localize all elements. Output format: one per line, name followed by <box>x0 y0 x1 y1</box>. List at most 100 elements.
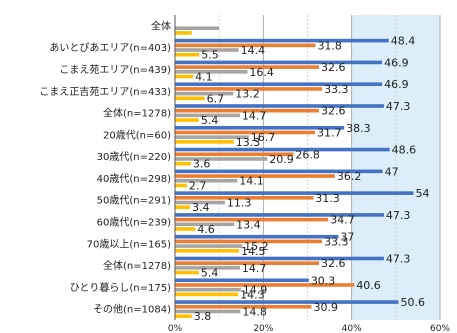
bar <box>175 261 319 265</box>
bar <box>175 283 355 287</box>
category-label: ひとり暮らし(n=175) <box>70 281 171 294</box>
bar <box>175 65 319 69</box>
value-label: 13.4 <box>236 218 261 231</box>
bar <box>175 48 239 52</box>
value-label: 5.5 <box>201 49 219 62</box>
value-label: 34.7 <box>330 214 355 227</box>
bar <box>175 52 200 57</box>
value-label: 38.3 <box>346 122 371 135</box>
bar <box>175 205 191 210</box>
bar <box>175 270 199 275</box>
value-label: 4.1 <box>195 71 213 84</box>
value-label: 47 <box>385 165 399 178</box>
category-label: 30歳代(n=220) <box>97 151 171 163</box>
value-label: 50.6 <box>400 296 425 309</box>
bar <box>175 314 192 318</box>
bar <box>175 222 235 227</box>
bar <box>175 244 243 248</box>
value-label: 37 <box>340 231 354 244</box>
bar <box>175 234 339 239</box>
bar <box>175 217 329 222</box>
bar <box>175 87 323 91</box>
bar <box>175 96 205 101</box>
bar <box>175 292 239 297</box>
bar <box>175 178 238 183</box>
value-label: 32.6 <box>321 61 346 74</box>
category-label: こまえ正吉苑エリア(n=433) <box>39 85 171 98</box>
bar <box>175 31 192 35</box>
bar <box>175 256 384 261</box>
value-label: 33.3 <box>324 235 349 248</box>
bar <box>175 130 316 135</box>
bar <box>175 169 383 174</box>
category-label: 全体 <box>151 19 171 32</box>
value-label: 2.7 <box>189 179 207 192</box>
bar <box>175 287 241 292</box>
bar <box>175 227 196 231</box>
value-label: 14.9 <box>243 284 268 297</box>
value-label: 5.4 <box>201 114 219 127</box>
category-label: 60歳代(n=239) <box>97 216 171 228</box>
value-label: 16.4 <box>249 66 274 79</box>
value-label: 40.6 <box>356 279 381 292</box>
value-label: 6.7 <box>207 92 225 105</box>
value-label: 47.3 <box>386 100 411 113</box>
bar <box>175 196 314 200</box>
bar <box>175 43 316 48</box>
bar <box>175 183 187 188</box>
bar-series <box>175 26 414 318</box>
value-label: 54 <box>416 187 430 200</box>
bar <box>175 82 383 86</box>
bar <box>175 278 309 283</box>
bar <box>175 200 225 205</box>
bar <box>175 157 268 161</box>
value-label: 36.2 <box>337 170 362 183</box>
value-label: 47.3 <box>386 209 411 222</box>
value-label: 20.9 <box>269 153 294 166</box>
bar <box>175 249 240 253</box>
x-tick-label: 0% <box>168 324 183 333</box>
value-labels: 48.4 31.8 14.4 5.5 46.9 32.6 16.4 4.1 46.9 33.3 13… <box>189 35 430 324</box>
bar <box>175 309 241 314</box>
value-label: 14.1 <box>239 175 264 188</box>
value-label: 14.5 <box>241 245 266 258</box>
bar <box>175 70 248 74</box>
x-tick-label: 60% <box>430 324 450 333</box>
value-label: 48.4 <box>391 35 416 48</box>
bar <box>175 108 319 113</box>
bar <box>175 104 384 108</box>
category-label: その他(n=1084) <box>93 303 171 316</box>
category-label: 70歳以上(n=165) <box>87 238 171 250</box>
x-tick-label: 40% <box>342 324 362 333</box>
category-label: 50歳代(n=291) <box>97 195 171 207</box>
bar <box>175 113 240 118</box>
bar <box>175 147 390 152</box>
bar <box>175 125 345 130</box>
bar <box>175 140 234 144</box>
value-label: 31.3 <box>315 192 340 205</box>
bar <box>175 38 389 43</box>
x-tick-label: 20% <box>253 324 273 333</box>
value-label: 16.7 <box>251 131 276 144</box>
category-label: あいとぴあエリア(n=403) <box>49 42 171 54</box>
value-label: 32.6 <box>321 257 346 270</box>
value-label: 3.4 <box>192 201 210 214</box>
category-label: 全体(n=1278) <box>103 107 171 120</box>
value-label: 33.3 <box>324 83 349 96</box>
value-label: 31.8 <box>317 39 342 52</box>
category-label: 全体(n=1278) <box>103 259 171 272</box>
bar <box>175 152 294 157</box>
value-label: 14.4 <box>241 44 266 57</box>
value-label: 11.3 <box>227 197 252 210</box>
value-label: 5.4 <box>201 267 219 280</box>
category-label: 40歳代(n=298) <box>97 173 171 185</box>
bar <box>175 300 399 304</box>
value-label: 31.7 <box>317 126 342 139</box>
bar <box>175 266 240 270</box>
bar <box>175 174 335 178</box>
bar <box>175 213 384 217</box>
value-label: 48.6 <box>392 144 417 157</box>
x-axis-ticks: 0% 20% 40% 60% <box>168 324 451 333</box>
